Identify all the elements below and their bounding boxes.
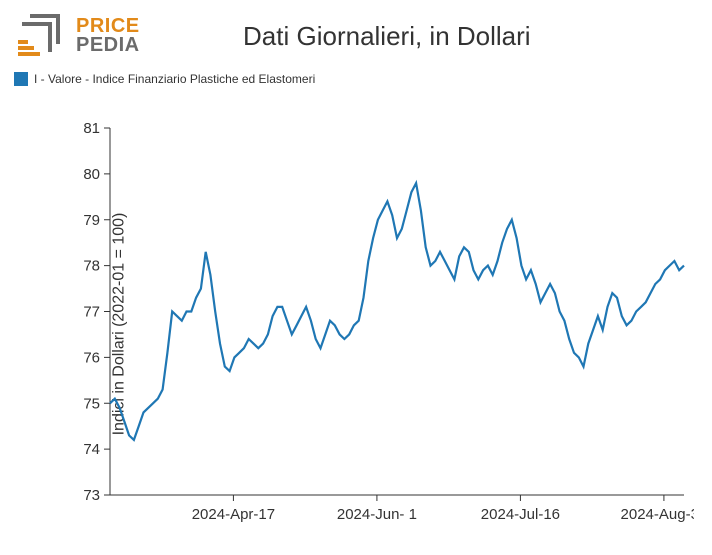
svg-text:79: 79: [83, 212, 100, 229]
svg-text:2024-Jun- 1: 2024-Jun- 1: [337, 506, 417, 523]
legend: I - Valore - Indice Finanziario Plastich…: [0, 64, 712, 90]
chart-title: Dati Giornalieri, in Dollari: [80, 21, 694, 52]
svg-text:2024-Jul-16: 2024-Jul-16: [481, 506, 560, 523]
svg-text:76: 76: [83, 349, 100, 366]
line-chart: 73 74 75 76 77 78 79 80 81 2024-Apr-17 2024-Jun- 1…: [68, 110, 694, 537]
svg-text:78: 78: [83, 258, 100, 275]
svg-text:80: 80: [83, 166, 100, 183]
chart-area: Indici in Dollari (2022-01 = 100) 737475…: [18, 110, 694, 537]
logo-icon: [18, 12, 70, 60]
svg-text:77: 77: [83, 304, 100, 321]
svg-text:2024-Apr-17: 2024-Apr-17: [192, 506, 275, 523]
svg-text:75: 75: [83, 395, 100, 412]
svg-text:73: 73: [83, 487, 100, 504]
legend-swatch: [14, 72, 28, 86]
header: PRICE PEDIA Dati Giornalieri, in Dollari: [0, 0, 712, 64]
svg-text:81: 81: [83, 120, 100, 137]
svg-text:74: 74: [83, 441, 100, 458]
svg-text:2024-Aug-30: 2024-Aug-30: [621, 506, 694, 523]
legend-label: I - Valore - Indice Finanziario Plastich…: [34, 72, 315, 86]
